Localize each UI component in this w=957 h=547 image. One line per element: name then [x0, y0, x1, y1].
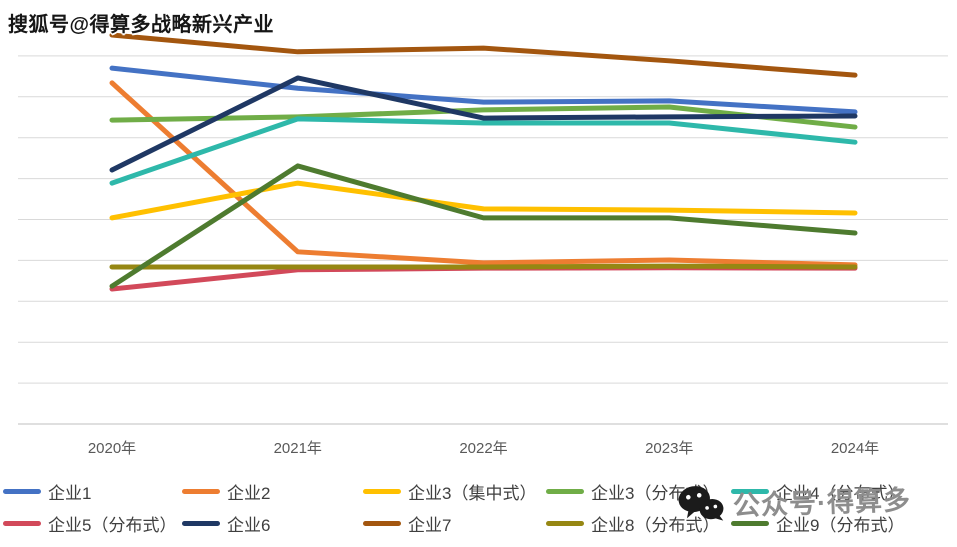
trend-line-chart: 2020年 2021年 2022年 2023年 2024年 [18, 32, 948, 457]
series-line-5 [109, 116, 858, 186]
legend-item: 企业3（分布式） [546, 481, 720, 503]
x-axis-label: 2023年 [645, 440, 693, 457]
legend-item: 企业5（分布式） [3, 513, 177, 535]
legend-item: 企业7 [363, 513, 452, 535]
legend-label: 企业7 [408, 515, 452, 535]
legend-item: 企业6 [182, 513, 271, 535]
series-line-9 [109, 263, 858, 270]
legend-label: 企业9（分布式） [776, 515, 905, 535]
legend-color-swatch [3, 520, 41, 526]
legend-color-swatch [182, 520, 220, 526]
legend-color-swatch [363, 520, 401, 526]
series-line-8 [109, 32, 858, 78]
x-axis-label: 2020年 [88, 440, 136, 457]
series-line-4 [109, 104, 858, 130]
legend-color-swatch [182, 488, 220, 494]
legend-label: 企业1 [48, 483, 92, 503]
legend-item: 企业4（分布式） [731, 481, 905, 503]
legend-label: 企业5（分布式） [48, 515, 177, 535]
legend-item: 企业8（分布式） [546, 513, 720, 535]
legend-item: 企业9（分布式） [731, 513, 905, 535]
series-line-10 [109, 163, 858, 289]
series-line-1 [109, 65, 858, 115]
legend-color-swatch [731, 488, 769, 494]
x-axis-label: 2024年 [831, 440, 879, 457]
legend-label: 企业4（分布式） [776, 483, 905, 503]
legend-color-swatch [3, 488, 41, 494]
x-axis-label: 2021年 [274, 440, 322, 457]
legend-label: 企业3（集中式） [408, 483, 537, 503]
sohu-watermark-text: 搜狐号@得算多战略新兴产业 [8, 14, 275, 36]
legend-color-swatch [546, 488, 584, 494]
legend-label: 企业8（分布式） [591, 515, 720, 535]
legend-color-swatch [731, 520, 769, 526]
legend-item: 企业2 [182, 481, 271, 503]
legend-item: 企业1 [3, 481, 92, 503]
legend-color-swatch [546, 520, 584, 526]
legend-label: 企业3（分布式） [591, 483, 720, 503]
legend-color-swatch [363, 488, 401, 494]
legend-label: 企业2 [227, 483, 271, 503]
legend-label: 企业6 [227, 515, 271, 535]
x-axis-label: 2022年 [459, 440, 507, 457]
series-line-3 [109, 180, 858, 221]
series-line-7 [109, 75, 858, 173]
legend-item: 企业3（集中式） [363, 481, 537, 503]
